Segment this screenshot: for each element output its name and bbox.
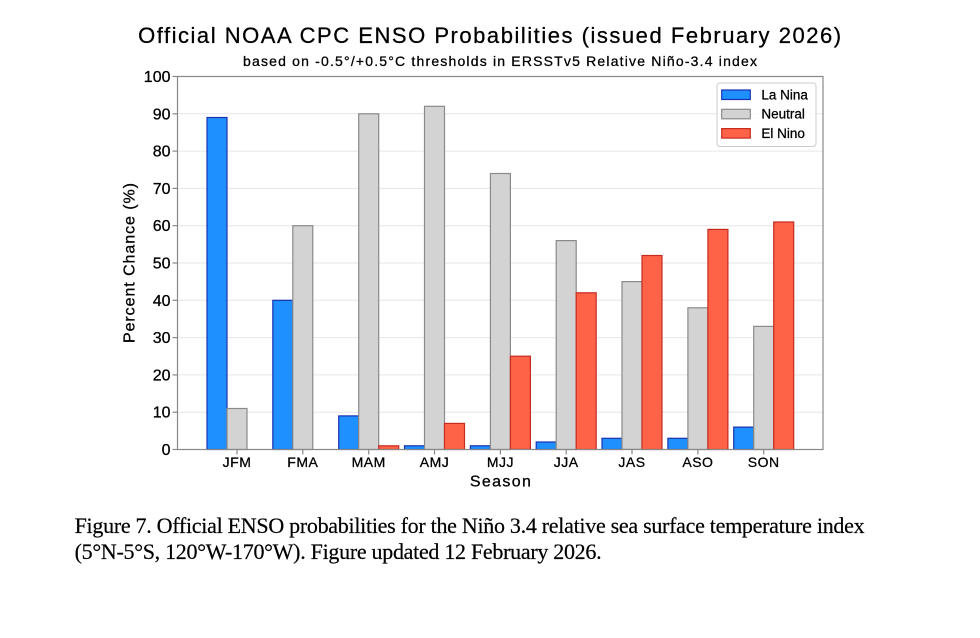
svg-text:Official NOAA CPC ENSO Probabi: Official NOAA CPC ENSO Probabilities (is… bbox=[138, 23, 841, 48]
svg-text:Neutral: Neutral bbox=[761, 107, 805, 122]
svg-text:70: 70 bbox=[153, 181, 171, 198]
svg-text:MAM: MAM bbox=[352, 454, 386, 470]
svg-text:(5°N-5°S, 120°W-170°W). Figure: (5°N-5°S, 120°W-170°W). Figure updated 1… bbox=[75, 539, 602, 564]
svg-text:AMJ: AMJ bbox=[420, 454, 450, 470]
svg-text:based on -0.5°/+0.5°C threshol: based on -0.5°/+0.5°C thresholds in ERSS… bbox=[243, 53, 757, 69]
svg-text:Season: Season bbox=[470, 474, 531, 491]
svg-text:0: 0 bbox=[162, 442, 171, 459]
svg-text:40: 40 bbox=[153, 293, 171, 310]
svg-text:JAS: JAS bbox=[618, 454, 645, 470]
svg-text:La Nina: La Nina bbox=[761, 87, 808, 102]
svg-text:30: 30 bbox=[153, 330, 171, 347]
svg-text:JJA: JJA bbox=[554, 454, 579, 470]
svg-text:SON: SON bbox=[748, 454, 780, 470]
svg-text:50: 50 bbox=[153, 256, 171, 273]
svg-text:El Nino: El Nino bbox=[761, 126, 805, 141]
svg-text:FMA: FMA bbox=[287, 454, 318, 470]
svg-text:90: 90 bbox=[153, 106, 171, 123]
svg-text:MJJ: MJJ bbox=[487, 454, 514, 470]
svg-text:80: 80 bbox=[153, 144, 171, 161]
svg-text:100: 100 bbox=[144, 69, 171, 86]
svg-text:Percent Chance (%): Percent Chance (%) bbox=[122, 183, 139, 343]
svg-text:20: 20 bbox=[153, 367, 171, 384]
svg-text:Figure 7. Official ENSO probab: Figure 7. Official ENSO probabilities fo… bbox=[75, 513, 865, 538]
svg-text:ASO: ASO bbox=[682, 454, 713, 470]
svg-text:60: 60 bbox=[153, 218, 171, 235]
svg-text:JFM: JFM bbox=[223, 454, 252, 470]
svg-text:10: 10 bbox=[153, 405, 171, 422]
